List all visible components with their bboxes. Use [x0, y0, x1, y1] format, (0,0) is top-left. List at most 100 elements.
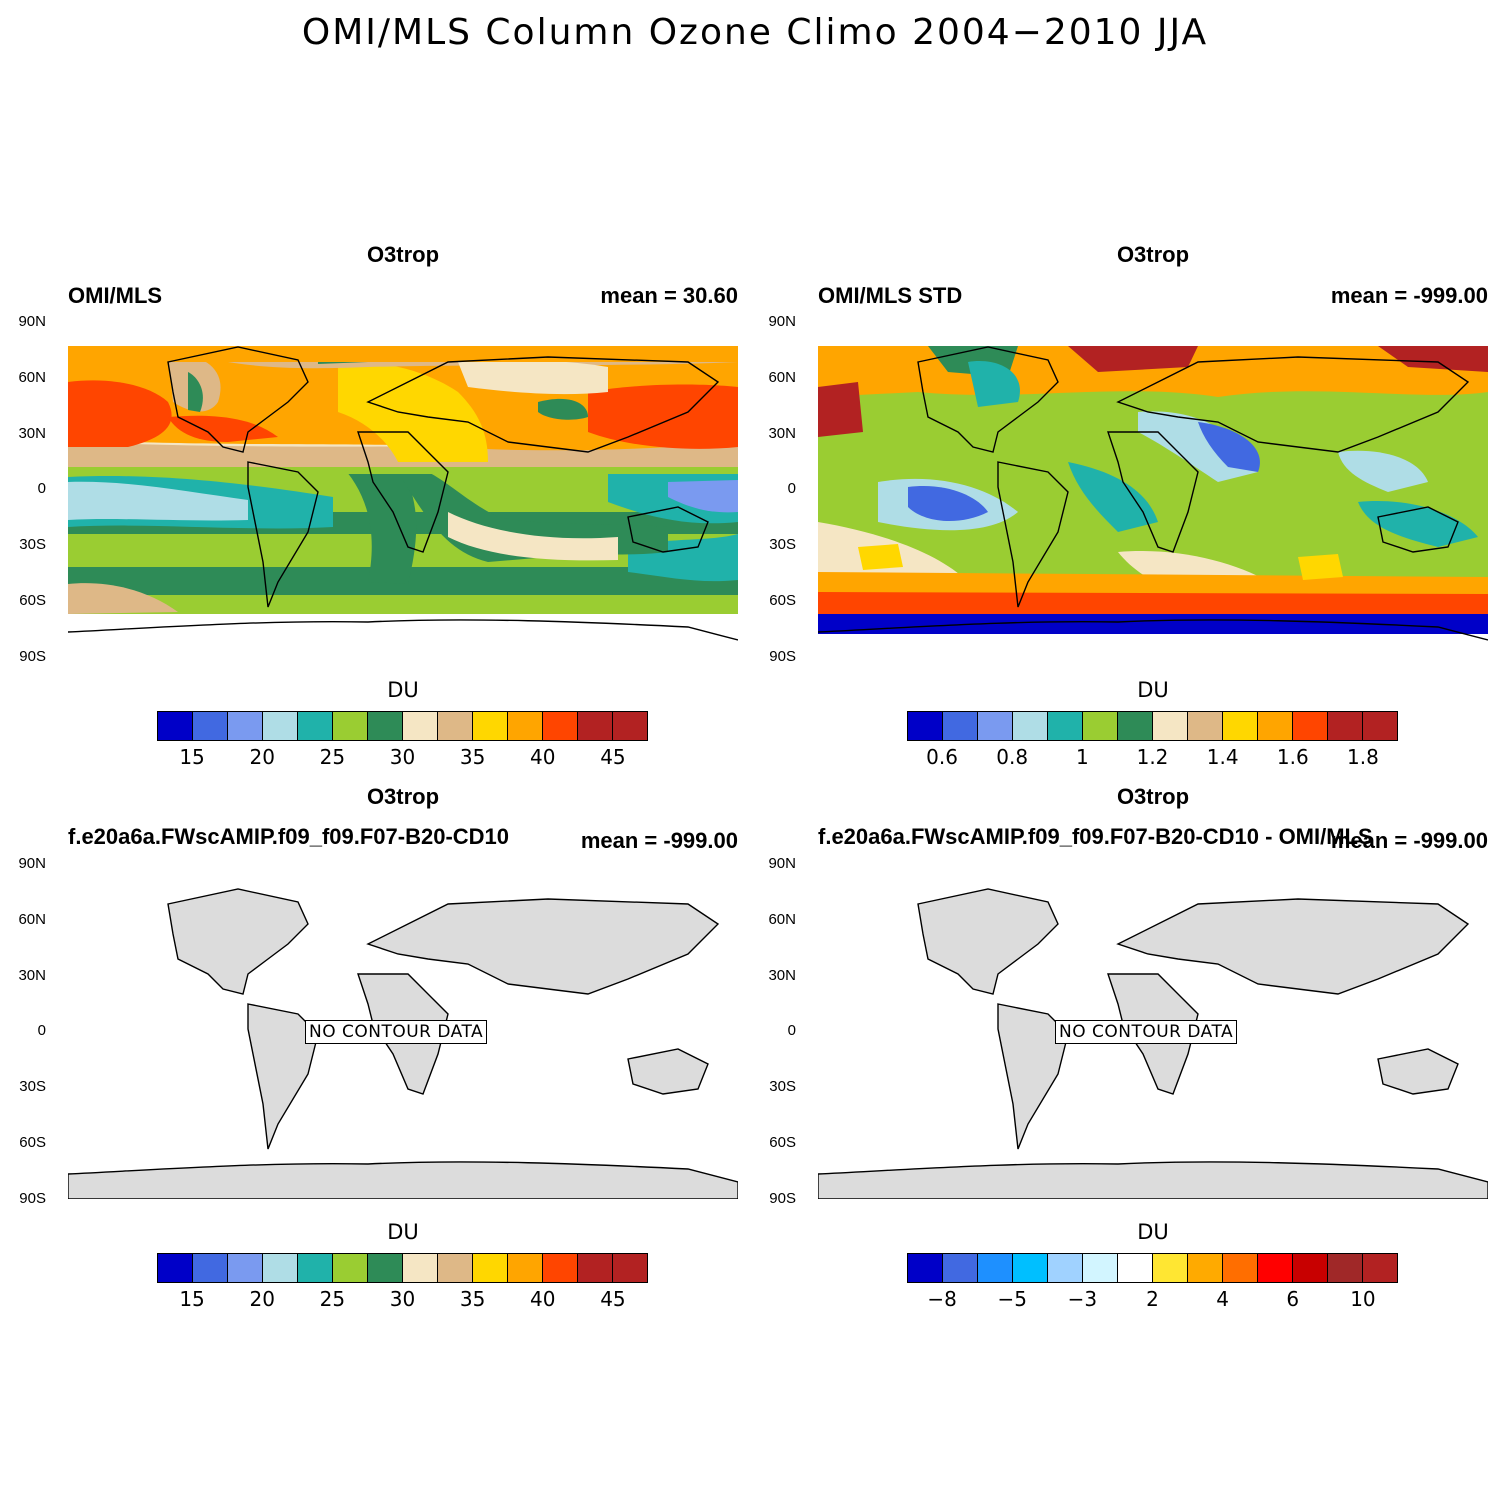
colorbar-swatch [1013, 1254, 1048, 1282]
colorbar-tick-label: 25 [319, 1287, 346, 1311]
panel-title-std: O3trop [1116, 242, 1190, 267]
lat-tick-90n: 90N [18, 855, 46, 872]
lat-tick-eq: 0 [37, 480, 46, 497]
land-diff [818, 888, 1488, 1199]
lat-tick-eq: 0 [37, 1022, 46, 1039]
lat-tick-30s: 30S [769, 1078, 796, 1095]
colorbar-std [907, 711, 1398, 741]
lat-tick-30n: 30N [768, 967, 796, 984]
colorbar-tick-label: 45 [600, 1287, 626, 1311]
lat-tick-60n: 60N [768, 369, 796, 386]
colorbar-swatch [263, 712, 298, 740]
colorbar-swatch [473, 712, 508, 740]
panel-title-diff: O3trop [1116, 784, 1190, 809]
colorbar-tick-label: 15 [179, 745, 205, 769]
lat-tick-90n: 90N [768, 313, 796, 330]
coastline-omi [68, 346, 738, 641]
lat-tick-30s: 30S [769, 536, 796, 553]
colorbar-tick-label: 25 [319, 745, 346, 769]
ozone-field-omi [68, 346, 738, 614]
map-model [68, 864, 738, 1199]
colorbar-swatch [508, 712, 543, 740]
lat-tick-90s: 90S [769, 1190, 796, 1207]
colorbar-swatch [228, 712, 263, 740]
colorbar-swatch [158, 712, 193, 740]
colorbar-swatch [1083, 712, 1118, 740]
colorbar-tick-label: 35 [459, 745, 486, 769]
panel-left-label-std: OMI/MLS STD [818, 283, 963, 308]
panel-left-label-omi: OMI/MLS [68, 283, 163, 308]
colorbar-units-omi: DU [387, 678, 419, 702]
colorbar-swatch [1048, 1254, 1083, 1282]
colorbar-swatch [1363, 1254, 1397, 1282]
lat-tick-60n: 60N [18, 911, 46, 928]
colorbar-swatch [1118, 712, 1153, 740]
no-contour-label-diff: NO CONTOUR DATA [1055, 1020, 1238, 1044]
colorbar-tick-label: 45 [600, 745, 626, 769]
colorbar-swatch [908, 712, 943, 740]
colorbar-swatch [1013, 712, 1048, 740]
colorbar-swatch [438, 1254, 473, 1282]
colorbar-swatch [1363, 712, 1397, 740]
colorbar-tick-label: 1.2 [1136, 745, 1169, 769]
lat-tick-30n: 30N [768, 425, 796, 442]
colorbar-swatch [438, 712, 473, 740]
lat-tick-30s: 30S [19, 1078, 46, 1095]
lat-tick-90s: 90S [769, 648, 796, 665]
figure-title: OMI/MLS Column Ozone Climo 2004−2010 JJA [301, 12, 1209, 53]
lat-tick-90n: 90N [18, 313, 46, 330]
lat-tick-90n: 90N [768, 855, 796, 872]
colorbar-swatch [333, 712, 368, 740]
colorbar-swatch [298, 1254, 333, 1282]
panel-left-label-diff: f.e20a6a.FWscAMIP.f09_f09.F07-B20-CD10 -… [818, 824, 1373, 849]
colorbar-swatch [613, 712, 647, 740]
colorbar-swatch [403, 712, 438, 740]
lat-tick-60s: 60S [769, 1134, 796, 1151]
colorbar-swatch [1048, 712, 1083, 740]
colorbar-swatch [1328, 1254, 1363, 1282]
lat-tick-eq: 0 [787, 480, 796, 497]
colorbar-units-std: DU [1137, 678, 1169, 702]
colorbar-swatch [508, 1254, 543, 1282]
lat-tick-30n: 30N [18, 967, 46, 984]
colorbar-swatch [263, 1254, 298, 1282]
colorbar-swatch [943, 712, 978, 740]
colorbar-swatch [228, 1254, 263, 1282]
colorbar-units-diff: DU [1137, 1220, 1169, 1244]
colorbar-tick-label: 2 [1146, 1287, 1159, 1311]
colorbar-swatch [978, 712, 1013, 740]
panel-left-label-model: f.e20a6a.FWscAMIP.f09_f09.F07-B20-CD10 [68, 824, 510, 849]
colorbar-swatch [543, 712, 578, 740]
colorbar-swatch [298, 712, 333, 740]
colorbar-tick-label: 30 [389, 745, 416, 769]
colorbar-swatch [193, 712, 228, 740]
colorbar-swatch [908, 1254, 943, 1282]
colorbar-swatch [1083, 1254, 1118, 1282]
lat-tick-30n: 30N [18, 425, 46, 442]
colorbar-tick-label: 30 [389, 1287, 416, 1311]
colorbar-swatch [333, 1254, 368, 1282]
colorbar-tick-label: 1.6 [1276, 745, 1309, 769]
map-omi-mls [68, 322, 738, 657]
panel-title-omi: O3trop [366, 242, 440, 267]
colorbar-model [157, 1253, 648, 1283]
panel-mean-label-diff: mean = -999.00 [1330, 828, 1488, 853]
colorbar-swatch [1223, 1254, 1258, 1282]
colorbar-swatch [193, 1254, 228, 1282]
lat-tick-eq: 0 [787, 1022, 796, 1039]
colorbar-tick-label: 15 [179, 1287, 205, 1311]
std-field [818, 346, 1488, 634]
colorbar-swatch [1258, 1254, 1293, 1282]
colorbar-tick-label: 1 [1075, 745, 1089, 769]
coastline-std [818, 346, 1488, 641]
colorbar-swatch [1118, 1254, 1153, 1282]
colorbar-tick-label: 40 [530, 745, 556, 769]
panel-mean-label-omi: mean = 30.60 [600, 283, 738, 308]
colorbar-swatch [1328, 712, 1363, 740]
lat-tick-90s: 90S [19, 1190, 46, 1207]
lat-tick-60n: 60N [768, 911, 796, 928]
lat-tick-60s: 60S [769, 592, 796, 609]
colorbar-units-model: DU [387, 1220, 419, 1244]
colorbar-swatch [1153, 712, 1188, 740]
colorbar-swatch [368, 1254, 403, 1282]
